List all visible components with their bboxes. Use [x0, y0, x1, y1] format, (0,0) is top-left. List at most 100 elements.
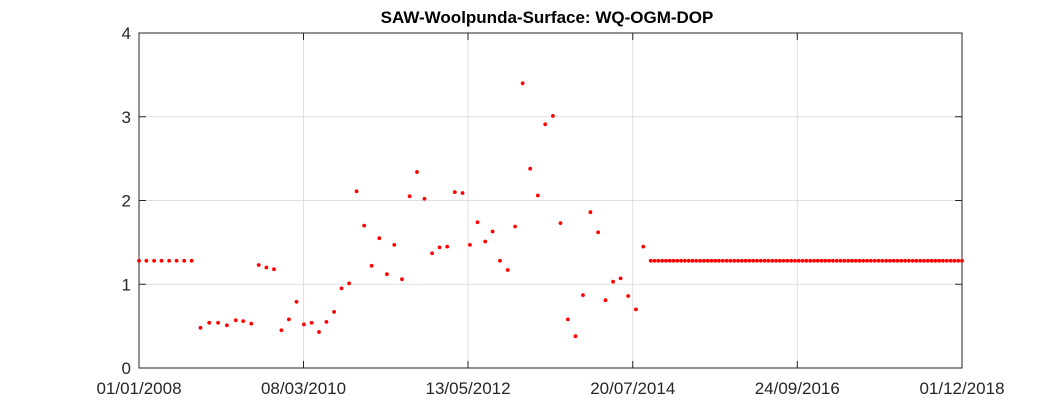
data-point	[743, 258, 748, 263]
data-point	[717, 258, 721, 263]
y-tick-label: 0	[122, 359, 131, 378]
data-point	[241, 319, 246, 323]
data-point	[785, 258, 790, 263]
data-point	[317, 330, 321, 334]
data-point	[137, 258, 141, 263]
data-point	[895, 258, 900, 263]
data-point	[667, 258, 672, 263]
data-point	[581, 293, 585, 297]
data-point	[483, 239, 488, 244]
data-point	[812, 258, 816, 263]
data-point	[362, 223, 367, 228]
x-tick-label: 24/09/2016	[755, 379, 840, 398]
data-point	[475, 220, 480, 225]
data-point	[626, 294, 631, 298]
data-point	[603, 298, 608, 303]
data-point	[891, 258, 896, 263]
data-point	[857, 258, 862, 263]
data-point	[144, 258, 149, 263]
data-point	[159, 258, 164, 263]
data-point	[671, 258, 676, 263]
data-point	[884, 258, 888, 263]
data-point	[770, 258, 775, 263]
data-point	[309, 320, 314, 325]
data-point	[960, 258, 964, 263]
data-point	[264, 265, 269, 270]
y-tick-label: 4	[122, 24, 131, 43]
data-point	[679, 258, 683, 263]
data-point	[698, 258, 702, 263]
data-point	[347, 281, 351, 286]
data-point	[793, 258, 797, 263]
data-point	[922, 258, 926, 263]
data-point	[551, 114, 555, 118]
data-point	[407, 194, 412, 199]
data-point	[498, 258, 502, 263]
data-point	[739, 258, 744, 263]
data-point	[944, 258, 949, 263]
data-point	[490, 229, 495, 234]
data-point	[505, 268, 510, 272]
data-point	[430, 251, 434, 256]
data-point	[415, 170, 419, 174]
data-point	[634, 307, 638, 312]
data-point	[648, 258, 653, 263]
data-point	[808, 258, 813, 263]
plot-area-frame	[138, 32, 963, 369]
data-point	[324, 320, 329, 324]
data-point	[747, 258, 752, 263]
data-point	[827, 258, 831, 263]
data-point	[225, 323, 229, 328]
data-point	[755, 258, 759, 263]
data-point	[724, 258, 729, 263]
data-point	[842, 258, 847, 263]
data-point	[709, 258, 714, 263]
data-point	[933, 258, 938, 263]
data-point	[690, 258, 695, 263]
x-axis-ticks: 01/01/2008 08/03/2010 13/05/2012 20/07/2014…	[96, 33, 1005, 398]
data-point	[694, 258, 699, 263]
data-point	[910, 258, 915, 263]
data-point	[815, 258, 820, 263]
data-point	[377, 236, 382, 241]
data-point	[683, 258, 687, 263]
data-point	[907, 258, 911, 263]
data-point	[445, 244, 450, 249]
y-tick-label: 1	[122, 275, 131, 294]
data-point	[233, 318, 238, 323]
data-point	[758, 258, 763, 263]
data-point	[880, 258, 885, 263]
data-point	[819, 258, 824, 263]
data-point	[789, 258, 794, 263]
data-point	[762, 258, 767, 263]
data-point	[899, 258, 904, 263]
data-point	[751, 258, 756, 263]
data-point	[865, 258, 869, 263]
data-point	[956, 258, 961, 263]
x-tick-label: 13/05/2012	[425, 379, 510, 398]
data-point	[588, 210, 593, 215]
data-point	[861, 258, 866, 263]
data-point	[929, 258, 934, 263]
y-tick-label: 2	[122, 192, 131, 211]
data-point	[702, 258, 706, 263]
data-point	[249, 321, 254, 326]
data-point	[198, 325, 203, 330]
data-point	[800, 258, 805, 263]
data-point	[207, 320, 212, 325]
data-point	[853, 258, 858, 263]
data-point	[520, 81, 525, 86]
data-point	[872, 258, 877, 263]
x-tick-label: 20/07/2014	[590, 379, 675, 398]
data-point	[774, 258, 778, 263]
data-point	[182, 258, 187, 263]
data-point	[796, 258, 801, 263]
data-point	[287, 317, 291, 322]
data-point	[914, 258, 919, 263]
data-point	[766, 258, 771, 263]
data-point	[736, 258, 740, 263]
data-point	[566, 317, 570, 322]
data-point	[452, 190, 457, 195]
grid	[139, 33, 962, 368]
